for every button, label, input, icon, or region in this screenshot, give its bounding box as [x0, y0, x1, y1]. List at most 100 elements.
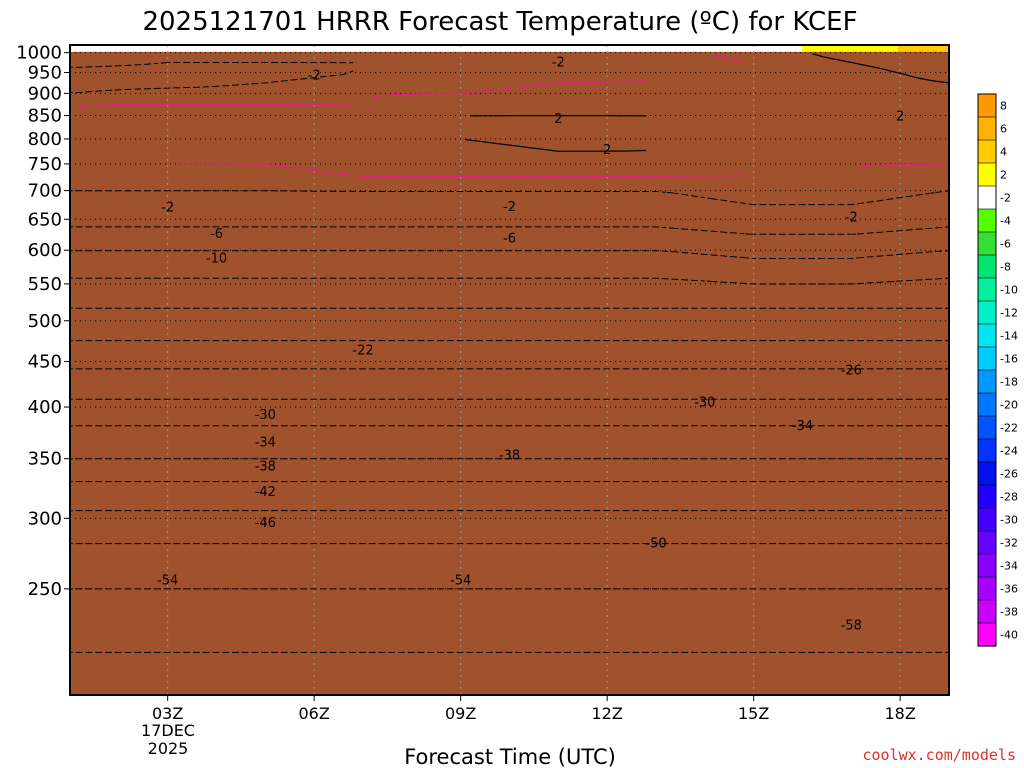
temperature-cell — [94, 45, 101, 51]
temperature-cell — [388, 45, 395, 51]
temperature-cell — [772, 45, 779, 51]
temperature-cell — [286, 45, 293, 51]
temperature-cell — [340, 45, 347, 51]
temperature-cell — [844, 45, 851, 51]
temperature-cell — [238, 45, 245, 51]
temperature-cell — [754, 45, 761, 51]
temperature-cell — [508, 45, 515, 51]
temperature-cell — [106, 45, 113, 51]
temperature-cell — [382, 45, 389, 51]
temperature-cell — [178, 45, 185, 51]
temperature-cell — [622, 45, 629, 51]
temperature-cell — [118, 45, 125, 51]
temperature-cell — [496, 45, 503, 51]
temperature-cell — [652, 45, 659, 51]
temperature-cell — [250, 45, 257, 51]
temperature-cell — [736, 45, 743, 51]
temperature-cell — [700, 45, 707, 51]
temperature-cell — [142, 45, 149, 51]
temperature-cell — [502, 45, 509, 51]
temperature-cell — [256, 45, 263, 51]
temperature-cell — [172, 45, 179, 51]
temperature-cell — [826, 45, 833, 51]
temperature-cell — [514, 45, 521, 51]
temperature-cell — [226, 45, 233, 51]
temperature-cell — [454, 45, 461, 51]
temperature-cell — [850, 45, 857, 51]
temperature-cell — [532, 45, 539, 51]
temperature-cell — [874, 45, 881, 51]
temperature-cell — [550, 45, 557, 51]
temperature-cell — [574, 45, 581, 51]
temperature-cell — [220, 45, 227, 51]
temperature-cell — [490, 45, 497, 51]
temperature-cell — [910, 45, 917, 51]
temperature-cell — [268, 45, 275, 51]
temperature-cell — [718, 45, 725, 51]
temperature-cell — [184, 45, 191, 51]
temperature-cell — [790, 45, 797, 51]
temperature-cell — [442, 45, 449, 51]
temperature-cell — [130, 45, 137, 51]
temperature-cell — [928, 45, 935, 51]
temperature-cell — [832, 45, 839, 51]
temperature-cell — [274, 45, 281, 51]
temperature-cell — [766, 45, 773, 51]
temperature-cell — [820, 45, 827, 51]
temperature-cell — [904, 45, 911, 51]
temperature-cell — [856, 45, 863, 51]
temperature-cell — [346, 45, 353, 51]
temperature-cell — [76, 45, 83, 51]
temperature-cell — [796, 45, 803, 51]
temperature-cell — [298, 45, 305, 51]
temperature-cell — [310, 45, 317, 51]
temperature-cell — [868, 45, 875, 51]
temperature-cell — [544, 45, 551, 51]
temperature-cell — [892, 45, 899, 51]
temperature-cell — [760, 45, 767, 51]
temperature-cell — [568, 45, 575, 51]
temperature-cell — [916, 45, 923, 51]
temperature-cell — [154, 45, 161, 51]
temperature-cell — [196, 45, 203, 51]
temperature-cell — [670, 45, 677, 51]
temperature-cell — [778, 45, 785, 51]
temperature-cell — [598, 45, 605, 51]
temperature-cell — [628, 45, 635, 51]
temperature-cell — [418, 45, 425, 51]
temperature-cell — [610, 45, 617, 51]
temperature-cell — [70, 45, 77, 51]
temperature-cell — [208, 45, 215, 51]
temperature-cell — [808, 45, 815, 51]
temperature-cell — [82, 45, 89, 51]
temperature-cell — [472, 45, 479, 51]
temperature-cell — [712, 45, 719, 51]
temperature-cell — [334, 45, 341, 51]
temperature-cell — [742, 45, 749, 51]
temperature-cell — [394, 45, 401, 51]
temperature-cell — [232, 45, 239, 51]
temperature-cell — [166, 45, 173, 51]
temperature-cell — [448, 45, 455, 51]
temperature-cell — [604, 45, 611, 51]
temperature-cell — [436, 45, 443, 51]
temperature-cell — [148, 45, 155, 51]
temperature-cell — [694, 45, 701, 51]
temperature-cell — [556, 45, 563, 51]
temperature-cell — [478, 45, 485, 51]
temperature-cell — [862, 45, 869, 51]
temperature-cell — [664, 45, 671, 51]
temperature-cell — [406, 45, 413, 51]
temperature-cell — [676, 45, 683, 51]
temperature-cell — [304, 45, 311, 51]
temperature-cell — [88, 45, 95, 51]
temperature-cell — [592, 45, 599, 51]
temperature-cell — [112, 45, 119, 51]
temperature-cell — [370, 45, 377, 51]
temperature-cell — [364, 45, 371, 51]
temperature-cell — [160, 45, 167, 51]
temperature-cell — [538, 45, 545, 51]
temperature-cell — [466, 45, 473, 51]
temperature-cell — [412, 45, 419, 51]
